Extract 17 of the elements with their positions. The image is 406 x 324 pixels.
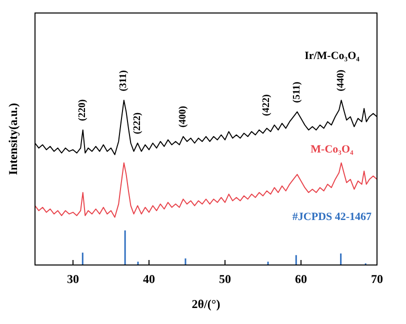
x-tick-label: 60	[295, 272, 307, 286]
series-label: M-Co₃O₄	[310, 143, 354, 156]
text: Ir/M-Co₃O₄	[304, 50, 360, 62]
annotation: (422)	[261, 94, 272, 116]
annotation: (400)	[177, 106, 188, 128]
x-tick-label: 70	[371, 272, 383, 286]
annotation: (511)	[291, 82, 302, 103]
x-axis-title: 2θ/(°)	[192, 297, 220, 311]
x-tick-label: 50	[219, 272, 231, 286]
annotation: (440)	[336, 70, 347, 92]
annotation: (220)	[77, 99, 88, 121]
text: #JCPDS 42-1467	[292, 210, 372, 223]
annotation: (311)	[118, 70, 130, 92]
y-axis-title: Intensity(a.u.)	[6, 102, 20, 176]
x-tick-label: 40	[143, 272, 155, 286]
annotation: (222)	[132, 112, 143, 134]
x-tick-label: 30	[67, 272, 79, 286]
